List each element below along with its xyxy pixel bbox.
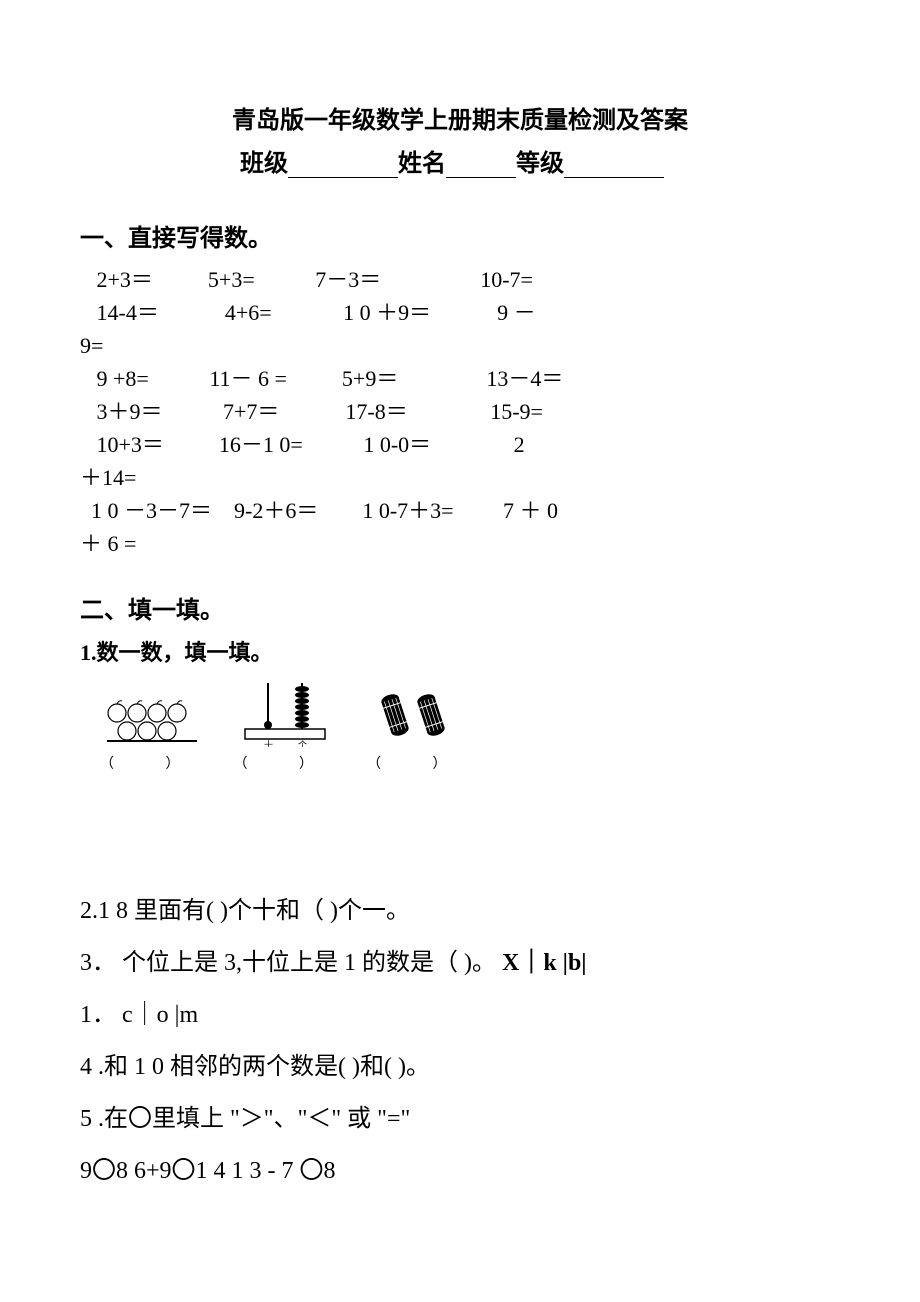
vertical-spacer <box>80 783 840 883</box>
question-1-heading: 1.数一数，填一填。 <box>80 635 840 667</box>
svg-text:个: 个 <box>298 740 307 747</box>
question-3: 3． 个位上是 3,十位上是 1 的数是（ )。 X｜k |b| <box>80 939 840 987</box>
counting-images-row: （ ） 十 个 （ ） <box>100 677 840 773</box>
problem-row: 9= <box>80 329 840 362</box>
student-info-row: 班级 姓名 等级 <box>200 143 840 178</box>
problem-row: 10+3＝ 16－1 0= 1 0-0＝ 2 <box>80 428 840 461</box>
class-blank[interactable] <box>288 158 398 178</box>
apples-block: （ ） <box>100 697 204 773</box>
question-5: 5 .在〇里填上 "＞"、"＜" 或 "=" <box>80 1095 840 1143</box>
problem-row: 9 +8= 11－ 6 = 5+9＝ 13－4＝ <box>80 362 840 395</box>
sticks-block: （ ） <box>367 687 471 773</box>
question-5-items: 9〇8 6+9〇1 4 1 3 - 7 〇8 <box>80 1147 840 1195</box>
problem-row: 14-4＝ 4+6= 1 0 ＋9＝ 9 － <box>80 296 840 329</box>
watermark-text: X｜k |b| <box>502 950 587 976</box>
svg-text:十: 十 <box>264 739 273 747</box>
problem-row: 2+3＝ 5+3= 7－3＝ 10-7= <box>80 263 840 296</box>
section-1-heading: 一、直接写得数。 <box>80 218 840 253</box>
arithmetic-problems: 2+3＝ 5+3= 7－3＝ 10-7= 14-4＝ 4+6= 1 0 ＋9＝ … <box>80 263 840 560</box>
question-2: 2.1 8 里面有( )个十和（ )个一。 <box>80 887 840 935</box>
abacus-icon: 十 个 <box>240 677 330 747</box>
apples-icon <box>102 697 202 747</box>
problem-row: 3＋9＝ 7+7＝ 17-8＝ 15-9= <box>80 395 840 428</box>
problem-row: ＋ 6 = <box>80 527 840 560</box>
grade-blank[interactable] <box>564 158 664 178</box>
question-4: 4 .和 1 0 相邻的两个数是( )和( )。 <box>80 1043 840 1091</box>
question-3-text: 3． 个位上是 3,十位上是 1 的数是（ )。 <box>80 950 496 976</box>
document-title: 青岛版一年级数学上册期末质量检测及答案 <box>80 100 840 135</box>
grade-label: 等级 <box>516 151 564 177</box>
name-blank[interactable] <box>446 158 516 178</box>
problem-row: 1 0 －3－7＝ 9-2＋6＝ 1 0-7＋3= 7 ＋ 0 <box>80 494 840 527</box>
watermark-line: 1． c｜o |m <box>80 991 840 1039</box>
blank-paren[interactable]: （ ） <box>100 753 204 773</box>
section-2-heading: 二、填一填。 <box>80 590 840 625</box>
blank-paren[interactable]: （ ） <box>367 753 471 773</box>
problem-row: ＋14= <box>80 461 840 494</box>
class-label: 班级 <box>240 151 288 177</box>
blank-paren[interactable]: （ ） <box>234 753 338 773</box>
abacus-block: 十 个 （ ） <box>234 677 338 773</box>
sticks-icon <box>379 687 459 747</box>
name-label: 姓名 <box>398 151 446 177</box>
